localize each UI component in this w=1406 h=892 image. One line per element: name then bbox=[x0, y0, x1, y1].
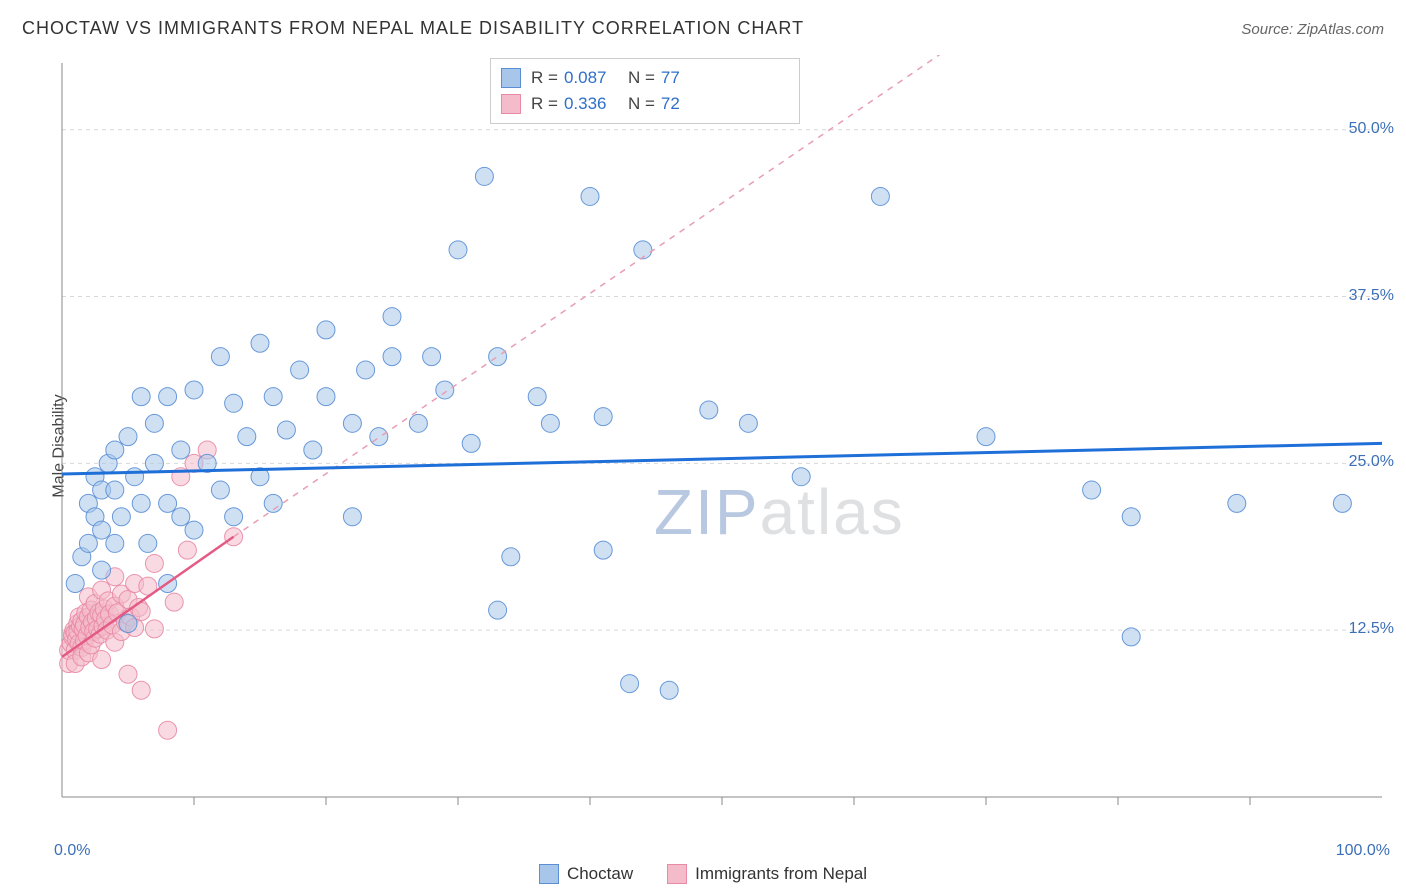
r-label: R = bbox=[531, 68, 558, 88]
legend-swatch bbox=[501, 68, 521, 88]
legend-item: Immigrants from Nepal bbox=[667, 864, 867, 884]
bottom-legend: Choctaw Immigrants from Nepal bbox=[0, 864, 1406, 884]
x-axis-labels: 0.0% 100.0% bbox=[54, 830, 1390, 860]
y-tick-label: 12.5% bbox=[1349, 620, 1394, 638]
n-value: 77 bbox=[661, 68, 680, 88]
y-tick-label: 25.0% bbox=[1349, 453, 1394, 471]
watermark-part1: ZIP bbox=[654, 476, 760, 548]
legend-item: Choctaw bbox=[539, 864, 633, 884]
watermark-part2: atlas bbox=[760, 476, 905, 548]
legend-label: Choctaw bbox=[567, 864, 633, 884]
stats-text: R = 0.087 N = 77 bbox=[531, 68, 680, 88]
n-label: N = bbox=[628, 68, 655, 88]
n-value: 72 bbox=[661, 94, 680, 114]
stats-legend-box: R = 0.087 N = 77 R = 0.336 N = 72 bbox=[490, 58, 800, 124]
x-axis-max-label: 100.0% bbox=[1336, 842, 1390, 860]
legend-label: Immigrants from Nepal bbox=[695, 864, 867, 884]
legend-swatch bbox=[667, 864, 687, 884]
source-name: ZipAtlas.com bbox=[1297, 21, 1384, 38]
stats-text: R = 0.336 N = 72 bbox=[531, 94, 680, 114]
y-tick-label: 37.5% bbox=[1349, 287, 1394, 305]
n-label: N = bbox=[628, 94, 655, 114]
x-axis-min-label: 0.0% bbox=[54, 842, 90, 860]
legend-swatch bbox=[539, 864, 559, 884]
r-value: 0.336 bbox=[564, 94, 607, 114]
stats-row: R = 0.087 N = 77 bbox=[501, 65, 789, 91]
watermark: ZIPatlas bbox=[654, 475, 905, 549]
r-value: 0.087 bbox=[564, 68, 607, 88]
scatter-plot-svg bbox=[54, 55, 1390, 825]
source-prefix: Source: bbox=[1241, 21, 1297, 38]
legend-swatch bbox=[501, 94, 521, 114]
stats-row: R = 0.336 N = 72 bbox=[501, 91, 789, 117]
source-attribution: Source: ZipAtlas.com bbox=[1241, 21, 1384, 38]
chart-area: ZIPatlas bbox=[54, 55, 1390, 825]
y-tick-label: 50.0% bbox=[1349, 120, 1394, 138]
chart-title: CHOCTAW VS IMMIGRANTS FROM NEPAL MALE DI… bbox=[22, 18, 804, 39]
r-label: R = bbox=[531, 94, 558, 114]
